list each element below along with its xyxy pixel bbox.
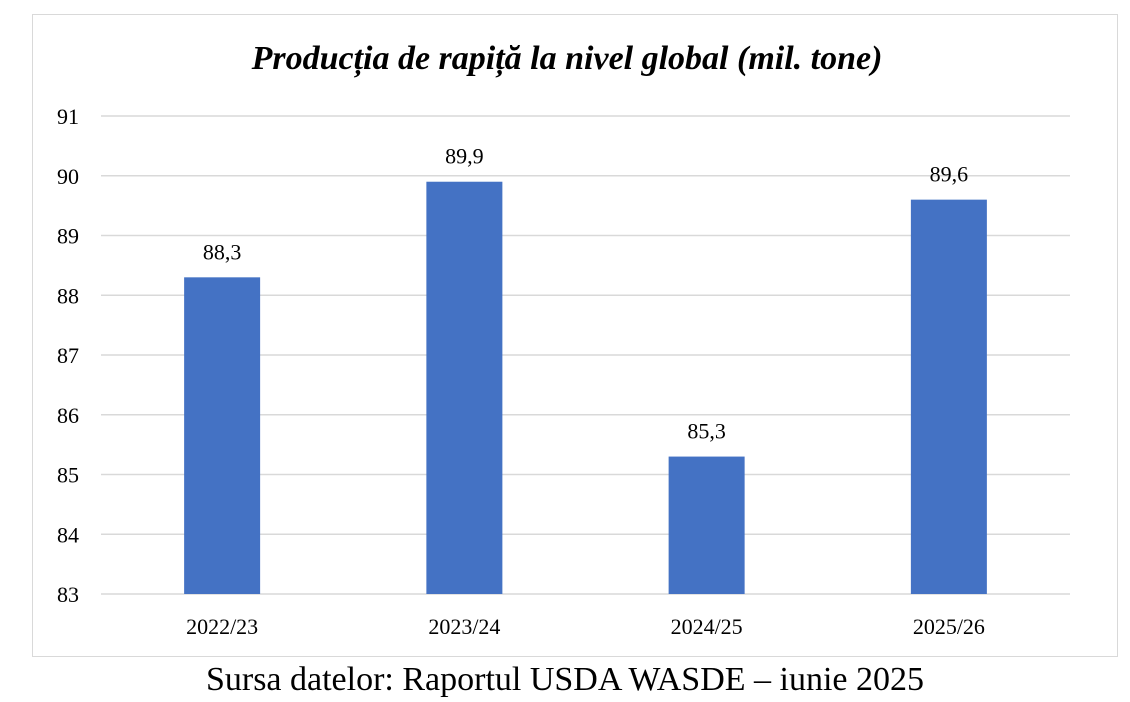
y-tick-label: 91 xyxy=(57,104,79,129)
y-tick-label: 90 xyxy=(57,164,79,189)
x-tick-label: 2024/25 xyxy=(671,614,743,639)
bar-2022-23 xyxy=(184,277,261,594)
y-tick-label: 85 xyxy=(57,463,79,488)
bar-chart: Producția de rapiță la nivel global (mil… xyxy=(57,40,1070,639)
data-label: 89,6 xyxy=(930,162,969,187)
bar-2023-24 xyxy=(426,181,503,594)
bar-2024-25 xyxy=(668,456,745,594)
y-tick-label: 88 xyxy=(57,283,79,308)
data-labels: 88,3 89,9 85,3 89,6 xyxy=(203,144,968,444)
x-axis-tick-labels: 2022/23 2023/24 2024/25 2025/26 xyxy=(186,614,985,639)
y-tick-label: 89 xyxy=(57,224,79,249)
y-tick-label: 84 xyxy=(57,522,79,547)
chart-frame: Producția de rapiță la nivel global (mil… xyxy=(32,14,1118,657)
chart-title: Producția de rapiță la nivel global (mil… xyxy=(251,40,883,78)
y-tick-label: 87 xyxy=(57,343,79,368)
data-label: 88,3 xyxy=(203,239,242,264)
y-tick-label: 83 xyxy=(57,582,79,607)
source-note: Sursa datelor: Raportul USDA WASDE – iun… xyxy=(205,661,925,698)
data-label: 89,9 xyxy=(445,144,484,169)
y-tick-label: 86 xyxy=(57,403,79,428)
gridlines xyxy=(101,115,1070,595)
x-tick-label: 2023/24 xyxy=(428,614,500,639)
y-axis-tick-labels: 83 84 85 86 87 88 89 90 91 xyxy=(57,104,79,607)
bar-2025-26 xyxy=(910,199,987,594)
x-tick-label: 2022/23 xyxy=(186,614,258,639)
data-label: 85,3 xyxy=(687,419,726,444)
x-tick-label: 2025/26 xyxy=(913,614,985,639)
bars xyxy=(184,181,987,594)
